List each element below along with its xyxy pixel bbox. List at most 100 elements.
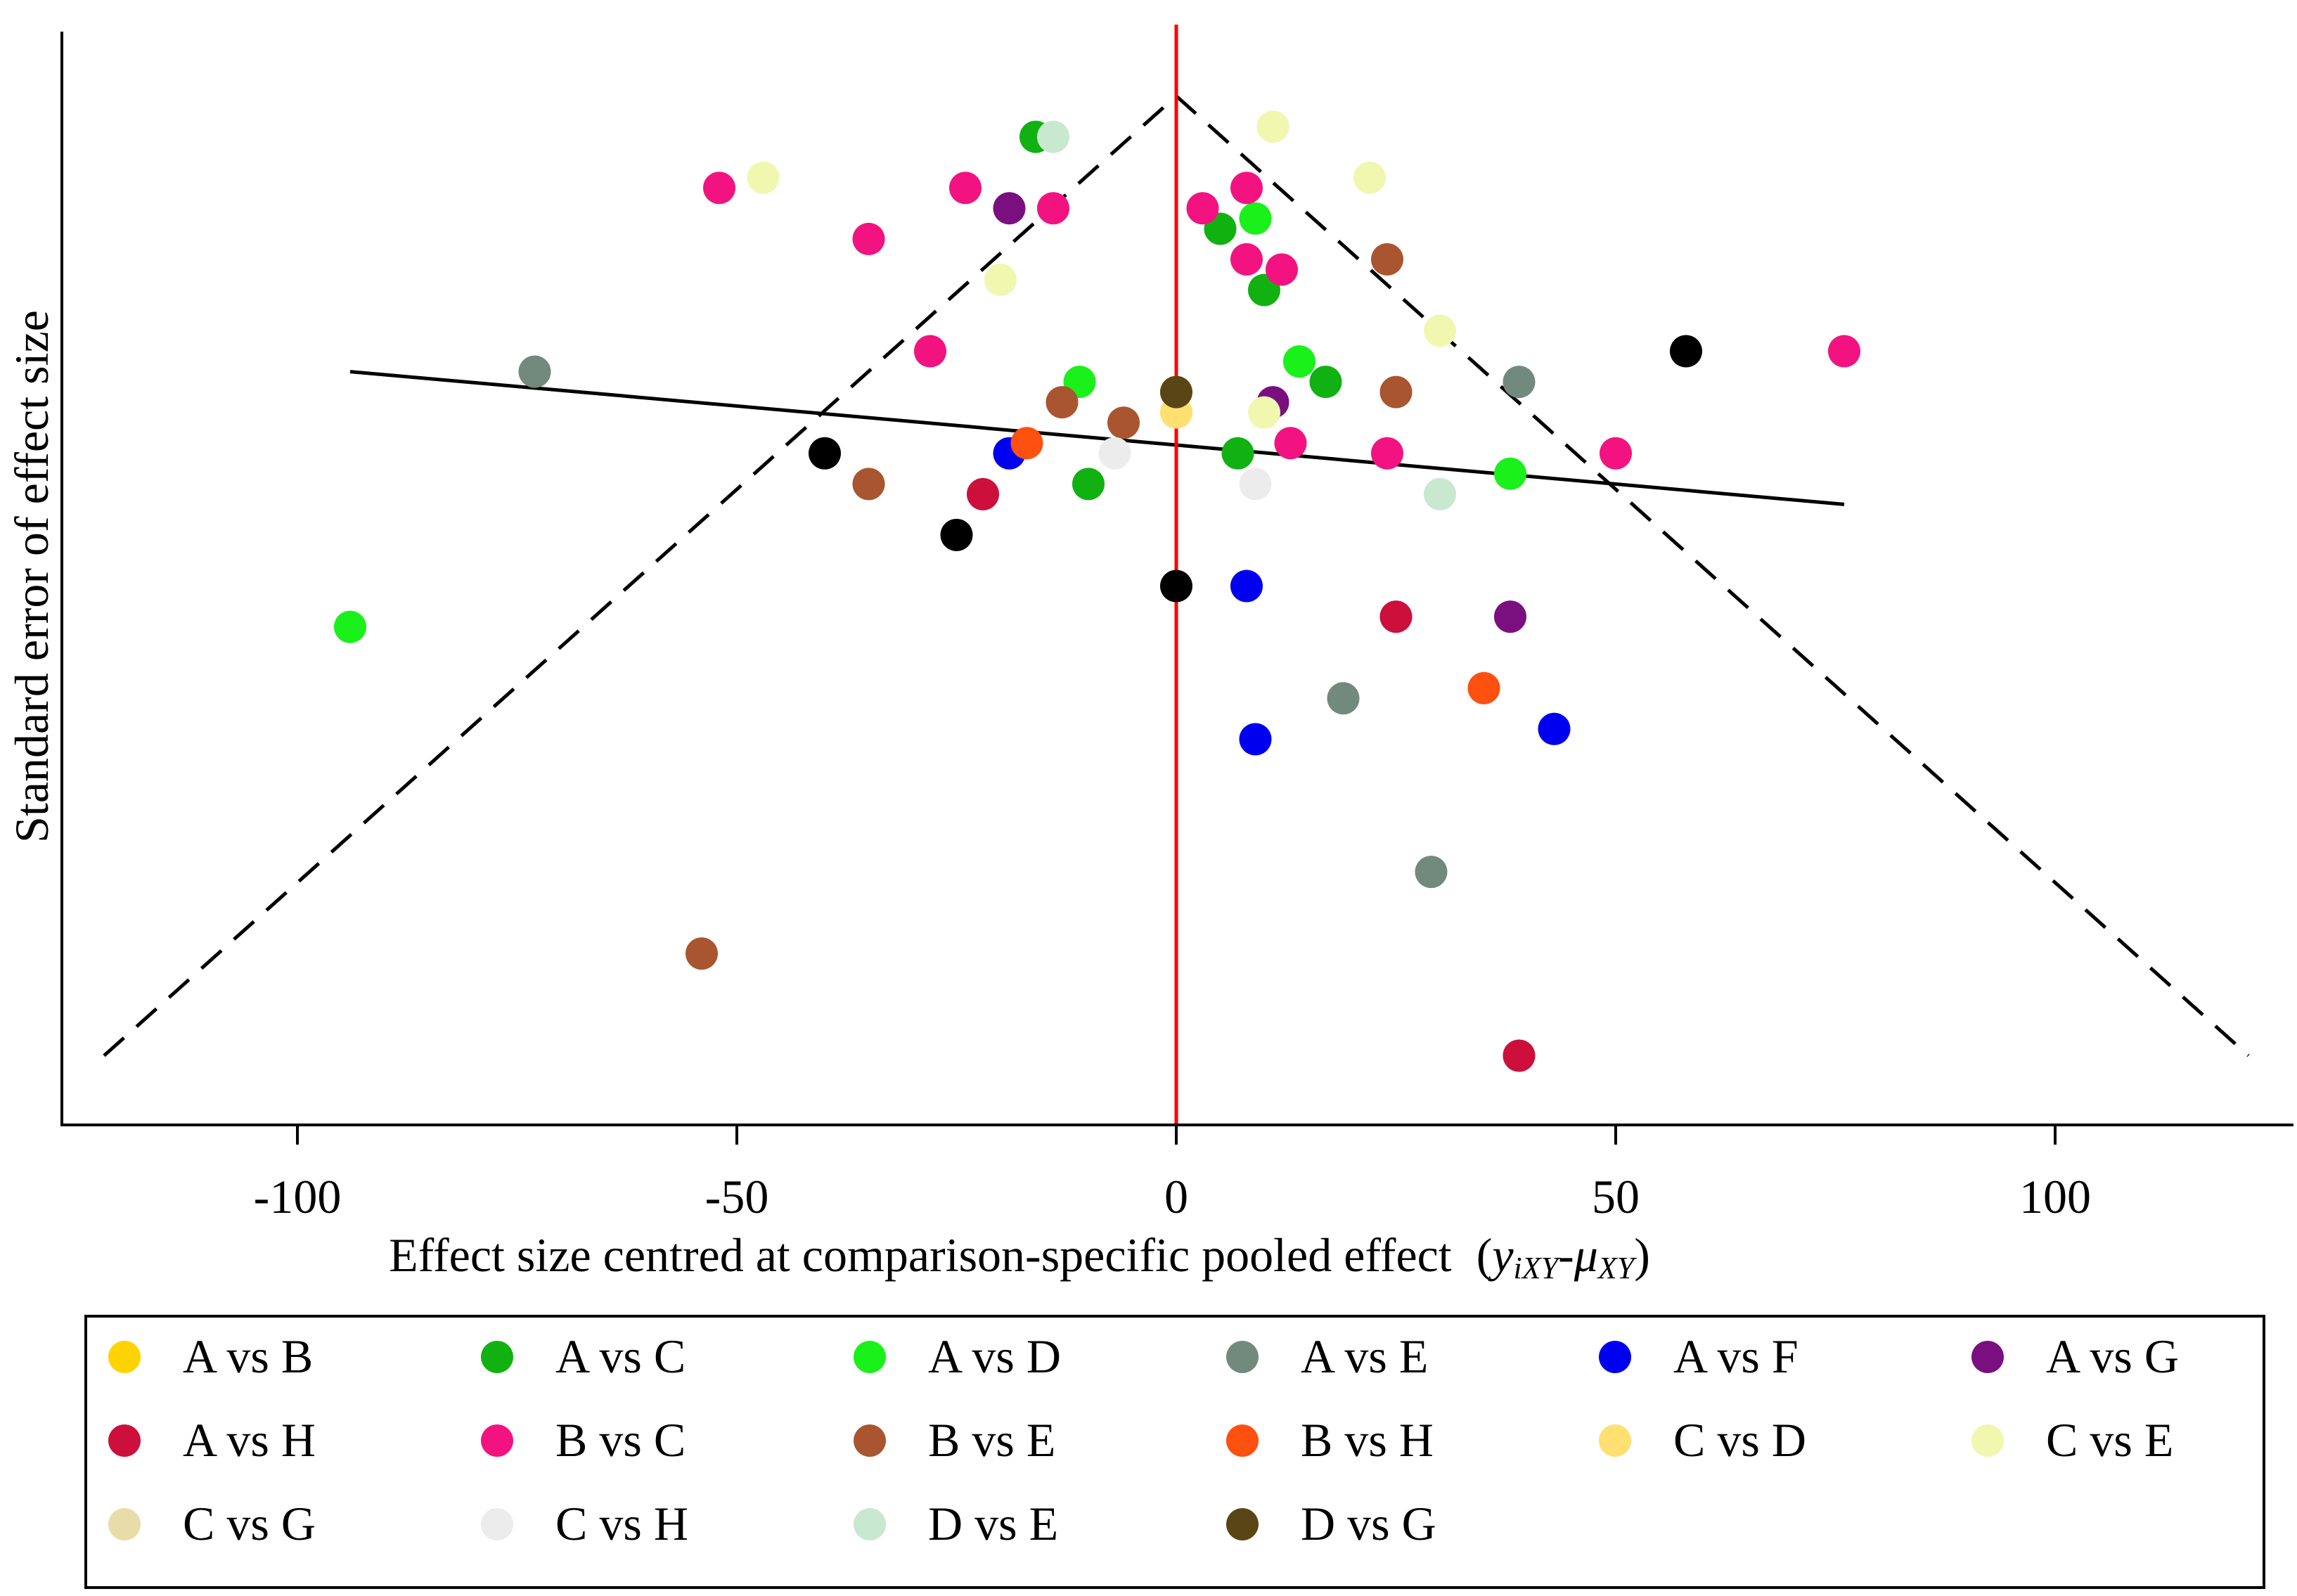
point-b-vs-e-6 [686,937,718,970]
legend: A vs B A vs C A vs D A vs E A vs F A vs G A vs… [84,1315,2265,1589]
x-axis-title-y: y [1488,1228,1514,1282]
legend-marker-a-vs-e [1226,1341,1259,1373]
legend-label-a-vs-h: A vs H [183,1413,316,1467]
point-b-vs-c-8 [1230,243,1263,276]
legend-label-a-vs-b: A vs B [183,1330,313,1383]
point-c-vs-e-1 [747,161,780,194]
legend-marker-a-vs-b [108,1341,141,1373]
x-axis-title-mu-subscript: XY [1597,1251,1638,1285]
legend-marker-c-vs-e [1971,1424,2004,1457]
legend-marker-a-vs-d [854,1341,886,1373]
legend-marker-a-vs-f [1599,1341,1631,1373]
legend-label-b-vs-e: B vs E [928,1413,1055,1467]
point-b-vs-c-6 [1186,192,1219,225]
point-b-vs-e-5 [852,468,885,501]
point-b-vs-c-11 [1371,437,1403,470]
legend-item-c-vs-h: C vs H [481,1497,688,1550]
legend-box [84,1315,2265,1589]
x-axis-title-y-subscript: iXY [1514,1251,1562,1285]
point-b-vs-c-3 [1037,192,1069,225]
point-b-vs-c-12 [1600,437,1632,470]
legend-label-b-vs-c: B vs C [555,1413,686,1467]
point-b-vs-c-7 [1230,172,1263,205]
legend-label-c-vs-d: C vs D [1673,1413,1806,1467]
point-a-vs-d-5 [1494,457,1526,490]
point-c-vs-e-6 [1248,396,1280,429]
point-d-vs-e-2 [1424,477,1456,510]
legend-item-a-vs-b: A vs B [108,1330,313,1383]
x-axis-title-mu: μ [1574,1228,1598,1282]
legend-item-b-vs-h: B vs H [1226,1413,1434,1467]
point-b-vs-c-2 [949,172,982,205]
legend-marker-c-vs-d [1599,1424,1631,1457]
legend-item-a-vs-d: A vs D [854,1330,1061,1383]
regression-line [349,370,1845,506]
legend-marker-b-vs-h [1226,1424,1259,1457]
legend-marker-c-vs-h [481,1508,513,1540]
legend-item-a-vs-f: A vs F [1599,1330,1799,1383]
x-tick-label-100: 100 [2019,1170,2091,1223]
point-b-vs-h-2 [1467,671,1500,704]
legend-marker-a-vs-c [481,1341,513,1373]
point-a-vs-e-3 [1327,682,1360,715]
point-black-1 [809,437,841,470]
point-a-vs-d-1 [334,610,366,643]
x-axis-title: Effect size centred at comparison-specif… [389,1228,1650,1285]
legend-marker-a-vs-h [108,1424,141,1457]
legend-item-a-vs-h: A vs H [108,1413,316,1467]
legend-marker-c-vs-g [108,1508,141,1540]
point-a-vs-e-4 [1415,856,1448,889]
point-black-3 [1160,569,1192,603]
point-b-vs-c-4 [852,222,885,255]
x-tick-label--50: -50 [705,1170,769,1223]
point-a-vs-h-3 [1503,1039,1536,1072]
point-c-vs-e-3 [1353,161,1386,194]
legend-label-a-vs-e: A vs E [1301,1330,1428,1383]
x-axis-title-open-paren: ( [1476,1228,1493,1282]
point-a-vs-f-4 [1538,712,1571,745]
legend-label-d-vs-e: D vs E [928,1497,1058,1550]
legend-label-d-vs-g: D vs G [1301,1497,1436,1550]
point-a-vs-c-6 [1072,468,1105,501]
legend-marker-d-vs-g [1226,1508,1259,1540]
point-b-vs-e-1 [1371,243,1403,276]
point-b-vs-h-1 [1010,427,1043,460]
point-black-2 [940,518,973,551]
legend-marker-a-vs-g [1971,1341,2004,1373]
legend-label-b-vs-h: B vs H [1301,1413,1434,1467]
legend-label-a-vs-f: A vs F [1673,1330,1799,1383]
point-d-vs-e-1 [1037,120,1069,153]
legend-marker-d-vs-e [854,1508,886,1540]
point-a-vs-g-3 [1494,600,1526,633]
point-c-vs-h-2 [1239,468,1272,501]
x-tick-label-0: 0 [1164,1170,1188,1223]
point-a-vs-c-4 [1309,366,1342,399]
legend-label-a-vs-c: A vs C [555,1330,686,1383]
point-d-vs-g-1 [1160,375,1192,408]
y-axis-title: Standard error of effect size [5,310,58,843]
point-a-vs-f-2 [1230,569,1263,603]
point-b-vs-c-9 [1266,253,1298,286]
legend-label-a-vs-d: A vs D [928,1330,1061,1383]
point-b-vs-c-10 [1274,427,1307,460]
legend-item-b-vs-e: B vs E [854,1413,1055,1467]
x-tick-label-50: 50 [1592,1170,1640,1223]
point-c-vs-e-5 [1424,314,1456,347]
point-a-vs-e-2 [1503,366,1536,399]
legend-item-d-vs-e: D vs E [854,1497,1058,1550]
legend-item-d-vs-g: D vs G [1226,1497,1436,1550]
point-a-vs-d-4 [1283,345,1315,378]
point-b-vs-e-4 [1379,375,1413,408]
legend-marker-b-vs-c [481,1424,513,1457]
point-b-vs-c-13 [1828,335,1860,368]
point-black-4 [1670,335,1702,368]
legend-label-a-vs-g: A vs G [2046,1330,2179,1383]
point-b-vs-e-2 [1045,386,1079,419]
point-a-vs-g-1 [993,192,1026,225]
point-b-vs-c-5 [914,335,946,368]
point-c-vs-e-4 [984,263,1017,296]
x-axis-title-text: Effect size centred at comparison-specif… [389,1228,1452,1282]
legend-item-b-vs-c: B vs C [481,1413,686,1467]
legend-item-a-vs-g: A vs G [1971,1330,2179,1383]
